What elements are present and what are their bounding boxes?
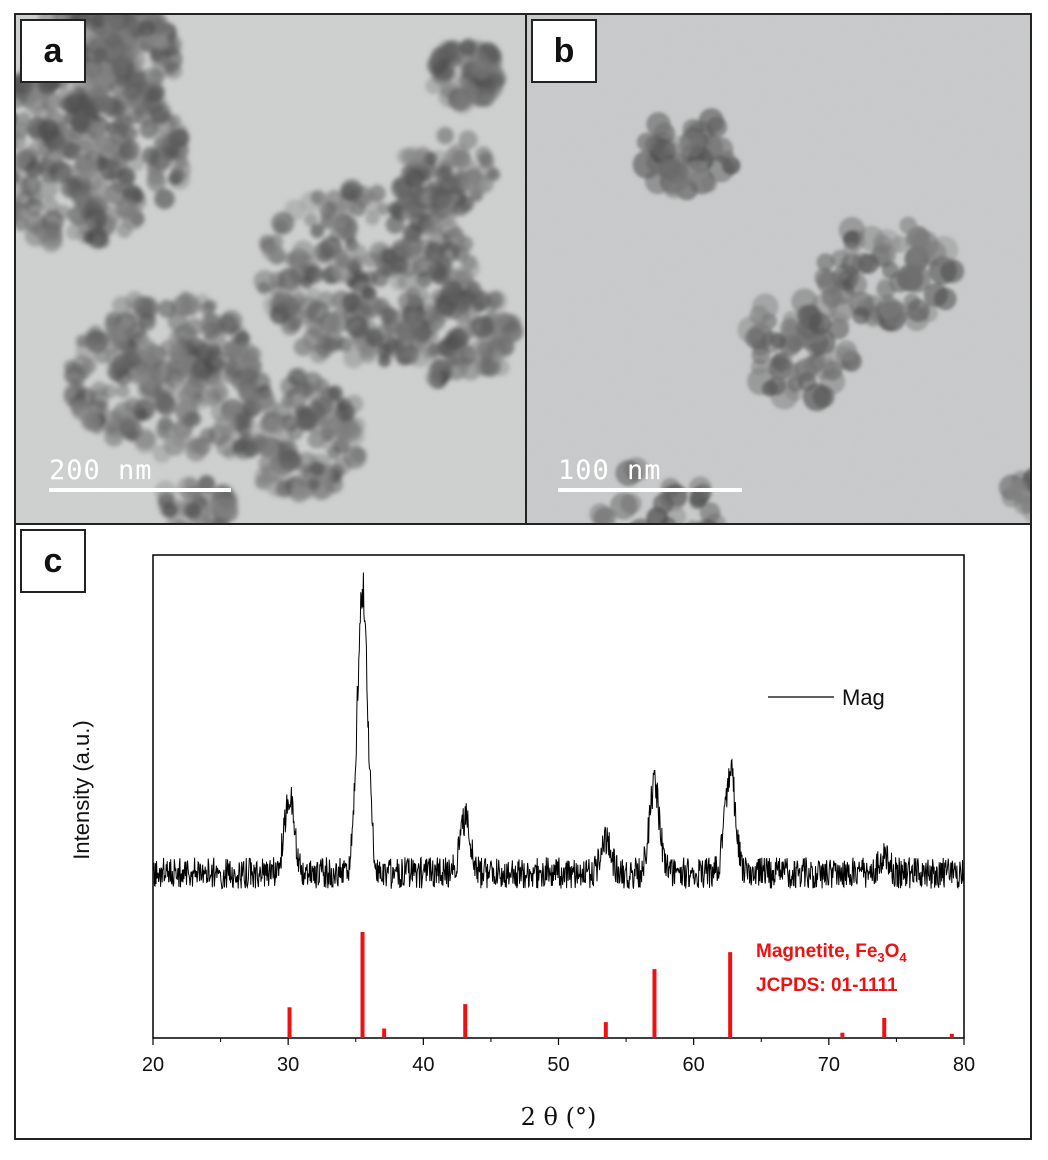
panel-label-a: a — [20, 19, 86, 83]
xrd-panel-c: c 20 30 40 50 60 70 80 Intensity (a.u.) 2 θ (°… — [16, 525, 1030, 1138]
scale-bar-label-b: 100 nm — [558, 455, 662, 486]
x-tick-label: 50 — [547, 1054, 569, 1076]
x-tick-label: 40 — [412, 1054, 434, 1076]
xrd-chart: 20 30 40 50 60 70 80 Intensity (a.u.) 2 θ (°) … — [69, 554, 975, 1131]
x-tick-label: 30 — [277, 1054, 299, 1076]
tem-image-a — [16, 15, 525, 523]
scale-bar-a — [49, 488, 231, 492]
x-tick-label: 80 — [953, 1054, 975, 1076]
panel-divider — [16, 523, 1030, 525]
scale-bar-b — [558, 488, 742, 492]
x-tick-label: 20 — [142, 1054, 164, 1076]
figure-frame: a 200 nm b 100 nm c 20 30 40 50 60 70 80 Inten… — [14, 13, 1032, 1140]
y-axis-label: Intensity (a.u.) — [69, 720, 94, 859]
tem-image-b — [527, 15, 1030, 523]
series-line-mag — [152, 572, 965, 890]
panel-label-b: b — [531, 19, 597, 83]
legend-label-mag: Mag — [842, 685, 885, 710]
scale-bar-label-a: 200 nm — [49, 455, 153, 486]
tem-panel-b: b 100 nm — [527, 15, 1030, 523]
reference-title: Magnetite, Fe3O4 — [756, 941, 907, 965]
x-axis-label: 2 θ (°) — [521, 1103, 597, 1131]
tem-panel-a: a 200 nm — [16, 15, 527, 523]
x-tick-label: 60 — [683, 1054, 705, 1076]
plot-area — [152, 554, 965, 1039]
reference-code: JCPDS: 01-1111 — [756, 975, 898, 996]
panel-label-c: c — [20, 529, 86, 593]
x-tick-label: 70 — [818, 1054, 840, 1076]
